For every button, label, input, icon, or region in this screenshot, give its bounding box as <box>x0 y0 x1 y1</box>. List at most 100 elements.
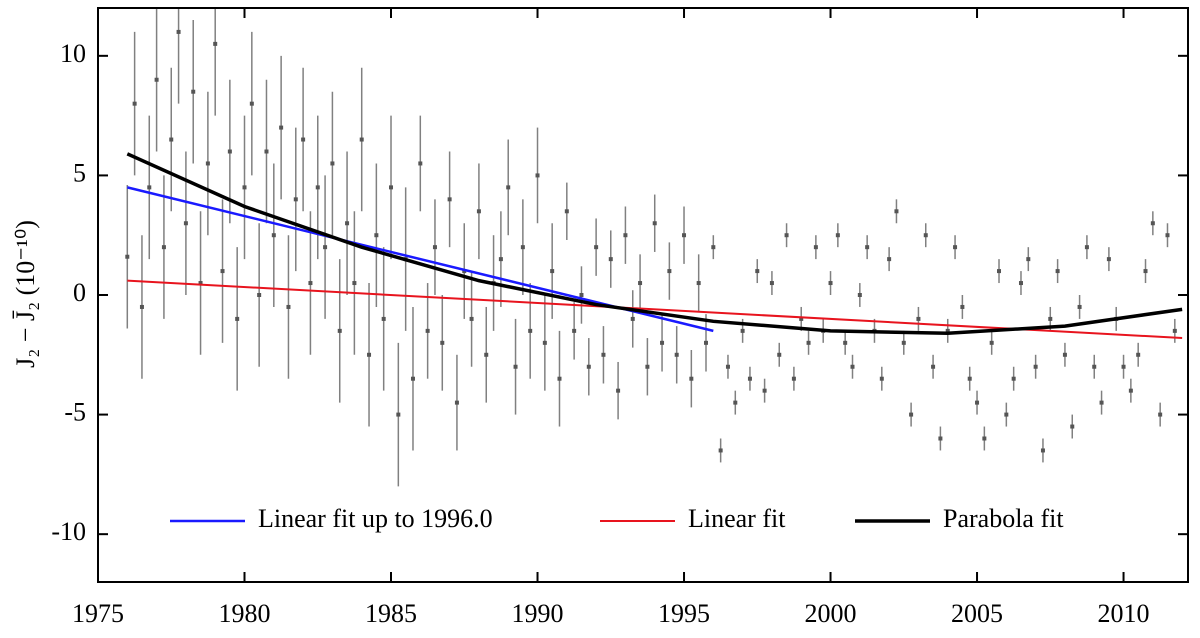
data-point <box>286 304 291 309</box>
x-tick-label: 1975 <box>72 599 124 628</box>
data-point <box>205 161 210 166</box>
data-point <box>213 41 218 46</box>
data-point <box>975 400 980 405</box>
data-point <box>740 328 745 333</box>
data-point <box>125 254 130 259</box>
data-point <box>586 364 591 369</box>
data-point <box>1158 412 1163 417</box>
x-tick-label: 1985 <box>365 599 417 628</box>
data-point <box>271 233 276 238</box>
y-tick-label: 0 <box>73 278 86 307</box>
data-point <box>557 376 562 381</box>
data-point <box>132 101 137 106</box>
data-point <box>242 185 247 190</box>
data-point <box>960 304 965 309</box>
data-point <box>1099 400 1104 405</box>
data-point <box>476 209 481 214</box>
data-point <box>1092 364 1097 369</box>
data-point <box>1011 376 1016 381</box>
data-point <box>638 281 643 286</box>
data-point <box>396 412 401 417</box>
plot-frame <box>97 7 1189 583</box>
data-point <box>850 364 855 369</box>
legend-label: Linear fit up to 1996.0 <box>258 504 493 533</box>
data-point <box>550 269 555 274</box>
data-point <box>257 293 262 297</box>
data-point <box>264 149 269 154</box>
data-point <box>1055 269 1060 274</box>
data-point <box>293 197 298 202</box>
y-tick-label: -5 <box>64 398 86 427</box>
data-point <box>447 197 452 202</box>
data-point <box>1062 352 1067 357</box>
data-point <box>682 233 687 238</box>
data-point <box>1106 257 1111 262</box>
x-tick-label: 2010 <box>1098 599 1150 628</box>
data-point <box>1004 412 1009 417</box>
data-point <box>410 376 415 381</box>
data-point <box>498 257 503 262</box>
data-point <box>352 281 357 286</box>
data-point <box>381 316 386 321</box>
data-point <box>909 412 914 417</box>
data-point <box>660 340 665 345</box>
data-point <box>601 352 606 357</box>
data-point <box>323 245 328 250</box>
data-point <box>1077 304 1082 309</box>
data-point <box>923 233 928 238</box>
x-tick-label: 2000 <box>805 599 857 628</box>
data-point <box>733 400 738 405</box>
data-point <box>154 77 159 82</box>
data-point <box>513 364 518 369</box>
data-point <box>315 185 320 190</box>
data-point <box>469 316 474 321</box>
data-point <box>454 400 459 405</box>
data-point <box>769 281 774 286</box>
data-point <box>1040 448 1045 453</box>
data-point <box>901 340 906 345</box>
data-point <box>249 101 254 106</box>
data-point <box>1033 364 1038 369</box>
x-tick-label: 2005 <box>951 599 1003 628</box>
x-tick-label: 1980 <box>219 599 271 628</box>
data-point <box>564 209 569 214</box>
data-point <box>887 257 892 262</box>
data-point <box>1018 281 1023 286</box>
y-tick-label: -10 <box>51 517 86 546</box>
data-point <box>440 340 445 345</box>
data-point <box>337 328 342 333</box>
data-point <box>784 233 789 238</box>
data-point <box>967 376 972 381</box>
data-point <box>799 316 804 321</box>
data-point <box>367 352 372 357</box>
data-point <box>674 352 679 357</box>
data-point <box>542 340 547 345</box>
data-point <box>176 29 181 34</box>
data-point <box>711 245 716 250</box>
data-point <box>989 340 994 345</box>
data-point <box>1084 245 1089 250</box>
data-point <box>235 316 240 321</box>
data-point <box>747 376 752 381</box>
y-tick-label: 5 <box>73 158 86 187</box>
data-point <box>791 376 796 381</box>
data-point <box>147 185 152 190</box>
data-point <box>389 185 394 190</box>
data-point <box>330 161 335 166</box>
data-point <box>652 221 657 226</box>
data-point <box>1048 316 1053 321</box>
legend-label: Linear fit <box>688 504 786 533</box>
data-point <box>879 376 884 381</box>
data-point <box>1121 364 1126 369</box>
data-point <box>227 149 232 154</box>
data-point <box>425 328 430 333</box>
data-point <box>139 304 144 309</box>
data-point <box>279 125 284 130</box>
data-point <box>806 340 811 345</box>
data-point <box>1026 257 1031 262</box>
data-point <box>931 364 936 369</box>
fit-line <box>126 152 1183 336</box>
data-point <box>762 388 767 393</box>
